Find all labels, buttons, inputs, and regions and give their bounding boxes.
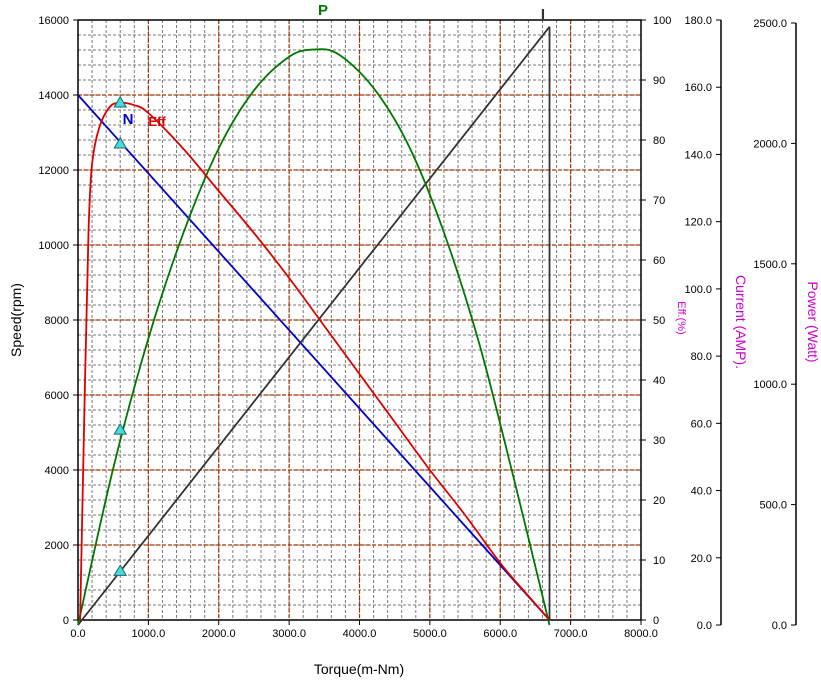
x-tick-label: 3000.0 (272, 628, 306, 640)
eff-tick-label: 70 (653, 195, 665, 207)
series-line-p (77, 48, 551, 626)
eff-axis-ticks: 0 10 20 30 40 50 60 70 80 90 100 (641, 15, 671, 627)
marker-power (113, 422, 128, 435)
current-tick-label: 60.0 (691, 418, 712, 430)
x-tick-label: 8000.0 (624, 628, 658, 640)
power-tick-label: 0.0 (772, 620, 787, 632)
marker-speed (113, 136, 128, 149)
x-tick-label: 1000.0 (132, 628, 166, 640)
grid (78, 20, 641, 620)
curve-label-i: I (541, 6, 545, 23)
current-axis: 0.0 20.0 40.0 60.0 80.0 100.0 120.0 140.0 160.0 1… (684, 15, 722, 632)
eff-tick-label: 90 (653, 75, 665, 87)
speed-tick-label: 8000 (45, 315, 69, 327)
current-tick-label: 140.0 (684, 149, 712, 161)
eff-tick-label: 30 (653, 435, 665, 447)
current-tick-label: 40.0 (691, 486, 712, 498)
curve-label-eff: Eff (148, 114, 166, 129)
speed-tick-label: 14000 (38, 90, 69, 102)
x-axis-label: Torque(m-Nm) (314, 661, 404, 677)
power-axis-label: Power (Watt) (805, 281, 821, 362)
marker-current (113, 564, 128, 576)
current-tick-label: 160.0 (684, 82, 712, 94)
power-tick-label: 2000.0 (753, 138, 787, 150)
power-tick-label: 2500.0 (753, 18, 787, 30)
x-axis-ticks: 0.0 1000.0 2000.0 3000.0 4000.0 5000.0 6000.0 7… (70, 620, 658, 640)
speed-tick-label: 4000 (45, 465, 69, 477)
eff-tick-label: 10 (653, 555, 665, 567)
curve-labels: N Eff P I (123, 2, 546, 129)
eff-tick-label: 50 (653, 315, 665, 327)
eff-tick-label: 60 (653, 255, 665, 267)
series-line-i (77, 26, 551, 626)
series-line-n (77, 94, 551, 621)
speed-tick-label: 6000 (45, 390, 69, 402)
speed-tick-label: 16000 (38, 15, 69, 27)
power-tick-label: 1000.0 (753, 379, 787, 391)
current-tick-label: 20.0 (691, 553, 712, 565)
power-tick-label: 1500.0 (753, 259, 787, 271)
x-tick-label: 4000.0 (343, 628, 377, 640)
current-tick-label: 0.0 (697, 620, 712, 632)
curve-label-n: N (123, 111, 134, 128)
markers (113, 95, 128, 576)
current-tick-label: 80.0 (691, 351, 712, 363)
x-tick-label: 7000.0 (554, 628, 588, 640)
speed-tick-label: 12000 (38, 165, 69, 177)
current-tick-label: 120.0 (684, 217, 712, 229)
speed-tick-label: 2000 (45, 540, 69, 552)
series-line-eff (79, 101, 551, 621)
current-tick-label: 180.0 (684, 15, 712, 27)
speed-axis-label: Speed(rpm) (8, 283, 24, 357)
eff-tick-label: 0 (653, 615, 659, 627)
eff-axis-label: Eff.(%) (675, 301, 687, 334)
power-tick-label: 500.0 (759, 500, 787, 512)
x-tick-label: 2000.0 (202, 628, 236, 640)
marker-eff (113, 95, 128, 108)
speed-axis-ticks: 0 2000 4000 6000 8000 10000 12000 14000 16000 (38, 15, 78, 627)
eff-tick-label: 80 (653, 135, 665, 147)
speed-tick-label: 0 (63, 615, 69, 627)
series-lines (77, 26, 551, 626)
speed-tick-label: 10000 (38, 240, 69, 252)
eff-tick-label: 20 (653, 495, 665, 507)
x-tick-label: 0.0 (70, 628, 85, 640)
current-axis-label: Current (AMP). (733, 275, 749, 369)
x-tick-label: 6000.0 (483, 628, 517, 640)
power-axis: 0.0 500.0 1000.0 1500.0 2000.0 2500.0 (753, 18, 797, 632)
current-tick-label: 100.0 (684, 284, 712, 296)
eff-tick-label: 40 (653, 375, 665, 387)
curve-label-p: P (318, 2, 328, 19)
eff-tick-label: 100 (653, 15, 671, 27)
x-tick-label: 5000.0 (413, 628, 447, 640)
